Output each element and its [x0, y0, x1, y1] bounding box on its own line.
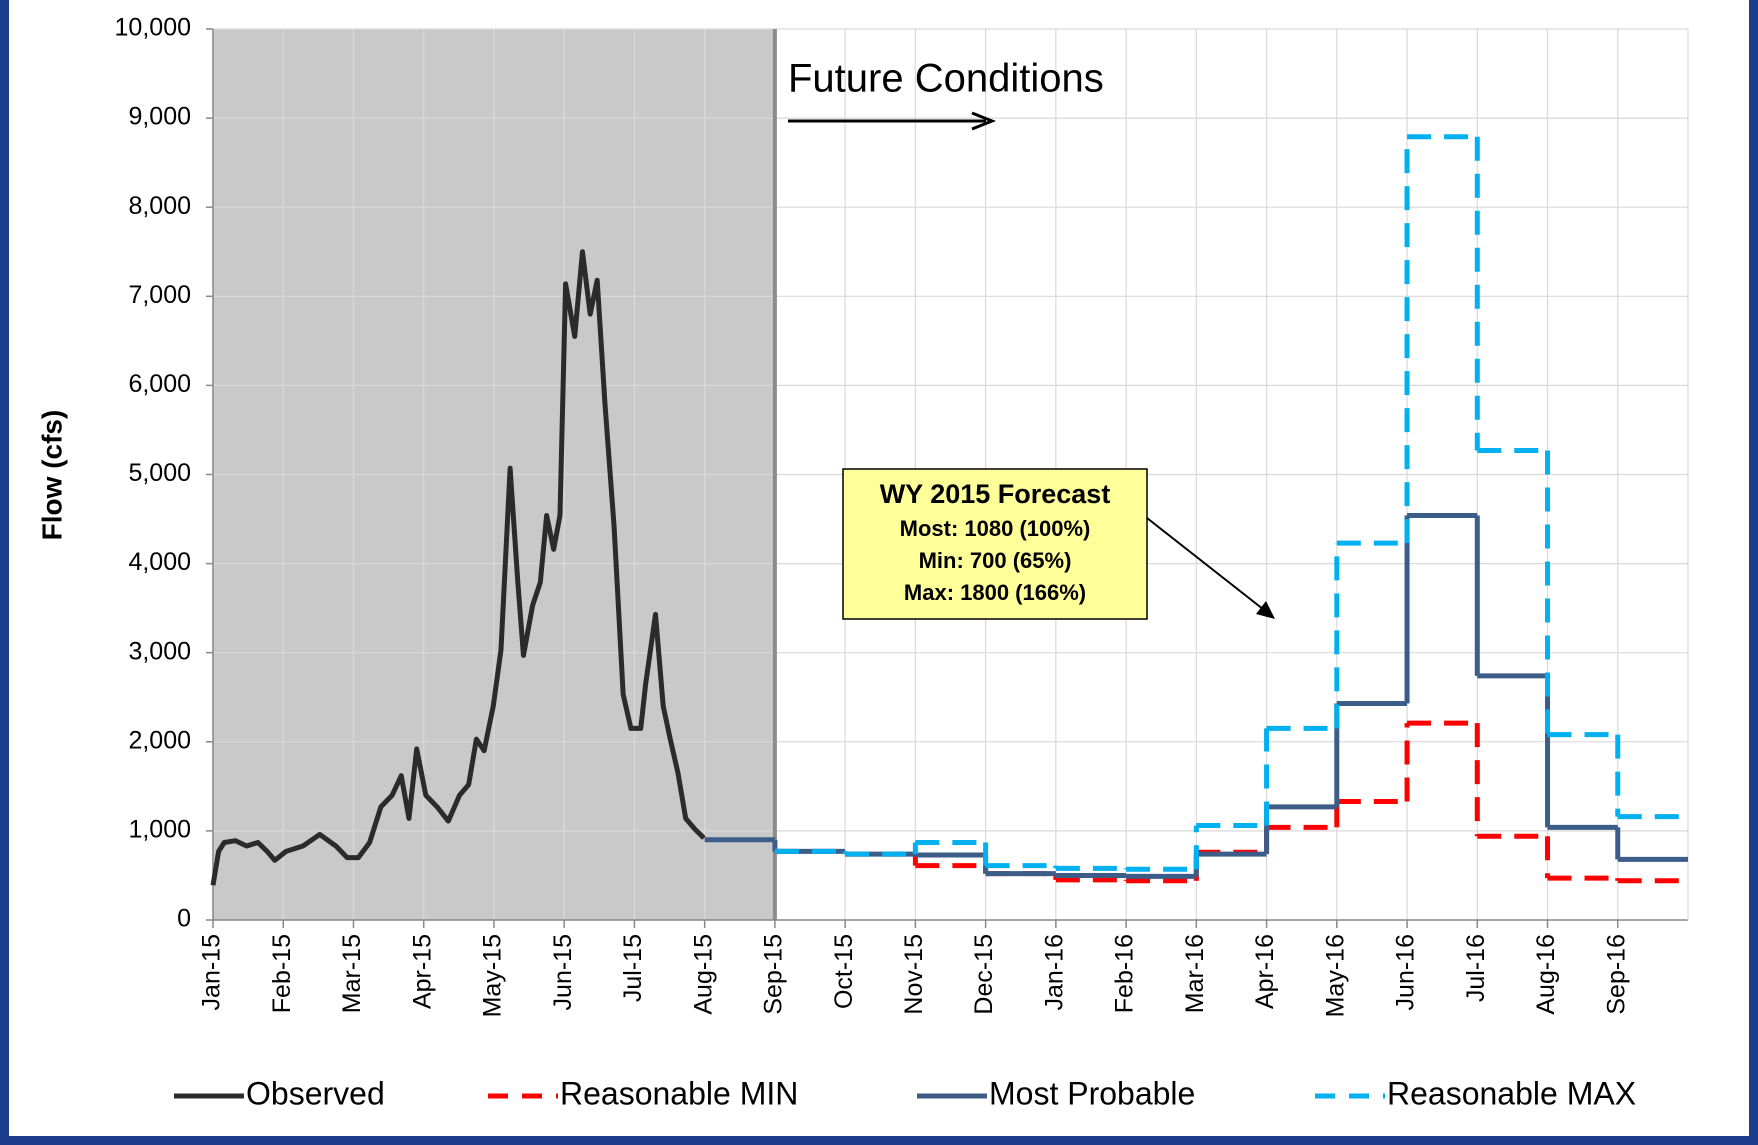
x-tick-label: Apr-16: [1251, 934, 1279, 1009]
series-line: [210, 249, 706, 886]
y-tick-label: 7,000: [128, 281, 191, 309]
annotation-arrow: [1146, 517, 1269, 614]
x-tick-label: Sep-15: [760, 934, 788, 1015]
annotation-text: Future Conditions: [788, 57, 1104, 101]
x-tick-label: Jul-15: [619, 934, 647, 1002]
x-tick-label: Apr-15: [408, 934, 436, 1009]
legend-label: Most Probable: [989, 1075, 1195, 1111]
y-tick-label: 5,000: [128, 459, 191, 487]
x-tick-label: Aug-16: [1532, 934, 1560, 1015]
y-tick-label: 10,000: [115, 14, 191, 42]
annotation-title: WY 2015 Forecast: [880, 479, 1111, 509]
annotation-line: Min: 700 (65%): [919, 548, 1072, 573]
x-tick-label: Jul-16: [1462, 934, 1490, 1002]
x-tick-label: Jun-16: [1392, 934, 1420, 1010]
x-tick-label: Mar-16: [1181, 934, 1209, 1013]
y-tick-label: 2,000: [128, 726, 191, 754]
legend-label: Observed: [246, 1075, 385, 1111]
x-tick-label: Oct-15: [830, 934, 858, 1009]
y-tick-label: 8,000: [128, 192, 191, 220]
y-axis-label: Flow (cfs): [36, 410, 67, 541]
x-tick-label: Feb-16: [1111, 934, 1139, 1013]
y-tick-label: 3,000: [128, 637, 191, 665]
x-tick-label: Jan-16: [1040, 934, 1068, 1010]
plot-area: 0 1,000 2,000 3,000 4,000 5,000 6,000 7,000 8,00…: [115, 14, 1689, 1017]
arrow-head: [971, 111, 997, 131]
y-tick-label: 9,000: [128, 103, 191, 131]
x-tick-label: May-15: [479, 934, 507, 1017]
x-tick-label: May-16: [1321, 934, 1349, 1017]
y-tick-label: 6,000: [128, 370, 191, 398]
x-tick-label: Jun-15: [549, 934, 577, 1010]
x-tick-label: Mar-15: [338, 934, 366, 1013]
x-tick-label: Feb-15: [268, 934, 296, 1013]
legend-label: Reasonable MAX: [1387, 1075, 1636, 1111]
y-tick-label: 4,000: [128, 548, 191, 576]
x-tick-label: Nov-15: [900, 934, 928, 1015]
annotation-box: [842, 468, 1148, 620]
arrow-head: [1256, 601, 1275, 619]
x-tick-label: Dec-15: [970, 934, 998, 1015]
annotation-line: Most: 1080 (100%): [900, 516, 1091, 541]
x-tick-label: Aug-15: [689, 934, 717, 1015]
annotation-line: Max: 1800 (166%): [904, 580, 1086, 605]
y-tick-label: 1,000: [128, 816, 191, 844]
y-tick-label: 0: [177, 905, 191, 933]
x-tick-label: Jan-15: [198, 934, 226, 1010]
legend-label: Reasonable MIN: [560, 1075, 798, 1111]
x-tick-label: Sep-16: [1602, 934, 1630, 1015]
